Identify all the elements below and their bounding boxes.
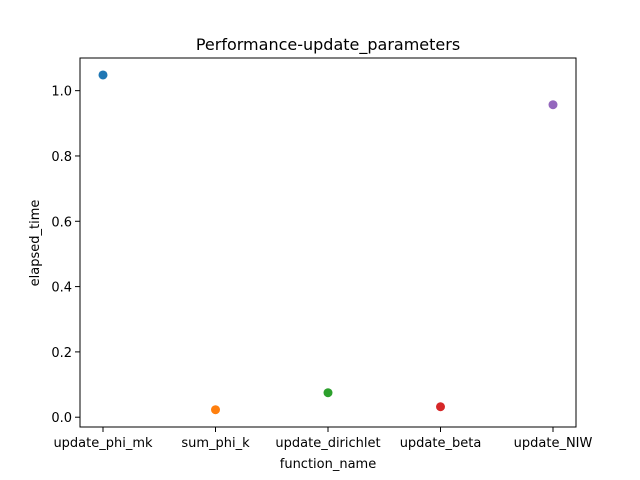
y-tick-label: 0.6 [51, 215, 72, 230]
x-tick-label: sum_phi_k [181, 436, 250, 451]
data-points [98, 70, 558, 415]
chart-title: Performance-update_parameters [196, 35, 460, 55]
x-axis: update_phi_mk sum_phi_k update_dirichlet up… [53, 427, 593, 451]
x-tick-label: update_phi_mk [53, 436, 153, 451]
y-tick-label: 0.0 [51, 411, 72, 426]
x-axis-label: function_name [280, 457, 376, 472]
x-tick-label: update_NIW [514, 436, 593, 451]
y-tick-label: 0.2 [51, 346, 72, 361]
x-tick-label: update_beta [400, 436, 482, 451]
data-point-update-dirichlet [323, 388, 333, 398]
y-axis-label: elapsed_time [28, 200, 43, 287]
y-tick-label: 0.4 [51, 281, 72, 296]
y-tick-label: 1.0 [51, 85, 72, 100]
y-axis: 0.0 0.2 0.4 0.6 0.8 1.0 [51, 85, 80, 426]
data-point-update-phi-mk [98, 70, 108, 80]
data-point-sum-phi-k [211, 405, 220, 415]
x-tick-label: update_dirichlet [275, 436, 380, 451]
data-point-update-niw [548, 100, 558, 110]
data-point-update-beta [436, 402, 445, 412]
y-tick-label: 0.8 [51, 150, 72, 165]
